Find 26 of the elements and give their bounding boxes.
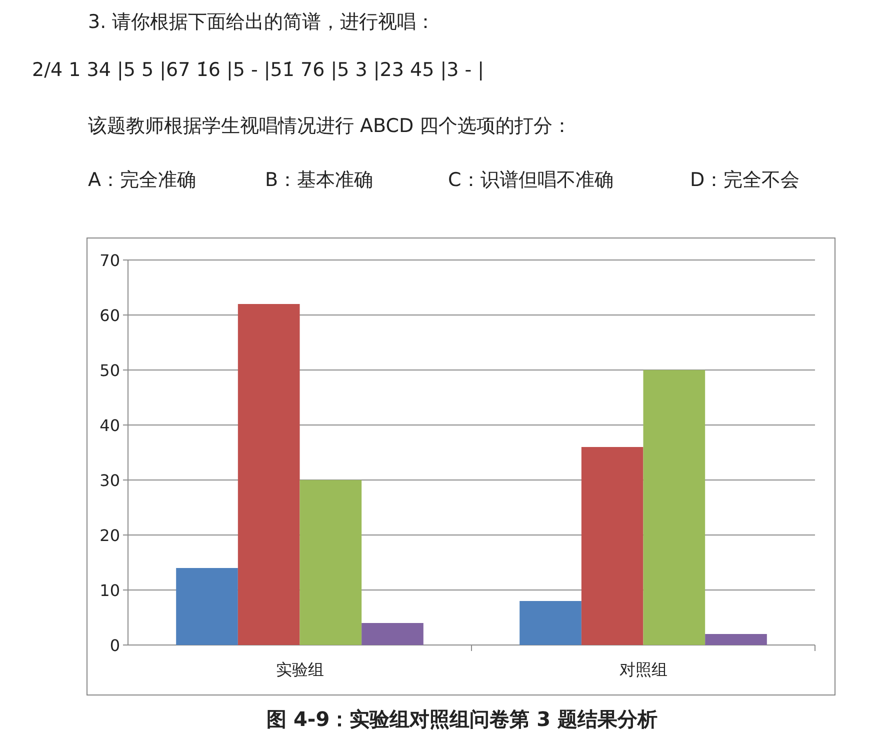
bar — [581, 447, 644, 645]
bar — [300, 480, 362, 645]
bar — [643, 370, 706, 645]
y-tick-label: 0 — [110, 636, 120, 655]
text: 3. 请你根据下面给出的简谱，进行视唱： — [88, 11, 436, 33]
y-tick-label: 50 — [100, 361, 120, 380]
bar — [238, 304, 300, 645]
y-tick-label: 40 — [100, 416, 120, 435]
y-tick-label: 60 — [100, 306, 120, 325]
bar — [520, 601, 582, 645]
text: 图 4-9：实验组对照组问卷第 3 题结果分析 — [266, 707, 658, 731]
bar — [705, 634, 767, 645]
text: B：基本准确 — [265, 169, 374, 191]
text: D：完全不会 — [690, 169, 800, 191]
bar — [176, 568, 238, 645]
y-tick-label: 10 — [100, 581, 120, 600]
text: C：识谱但唱不准确 — [448, 169, 614, 191]
y-tick-label: 30 — [100, 471, 120, 490]
text: 该题教师根据学生视唱情况进行 ABCD 四个选项的打分： — [88, 115, 572, 137]
text: A：完全准确 — [88, 169, 196, 191]
bar — [362, 623, 424, 645]
x-tick-label: 对照组 — [619, 660, 668, 679]
y-tick-label: 20 — [100, 526, 120, 545]
y-tick-label: 70 — [100, 251, 120, 270]
text: 2/4 1 34 |5 5 |67 1̇6 |5 - |51̇ 76 |5 3 |23 45 |3 - | — [32, 59, 484, 81]
x-tick-label: 实验组 — [276, 660, 324, 679]
